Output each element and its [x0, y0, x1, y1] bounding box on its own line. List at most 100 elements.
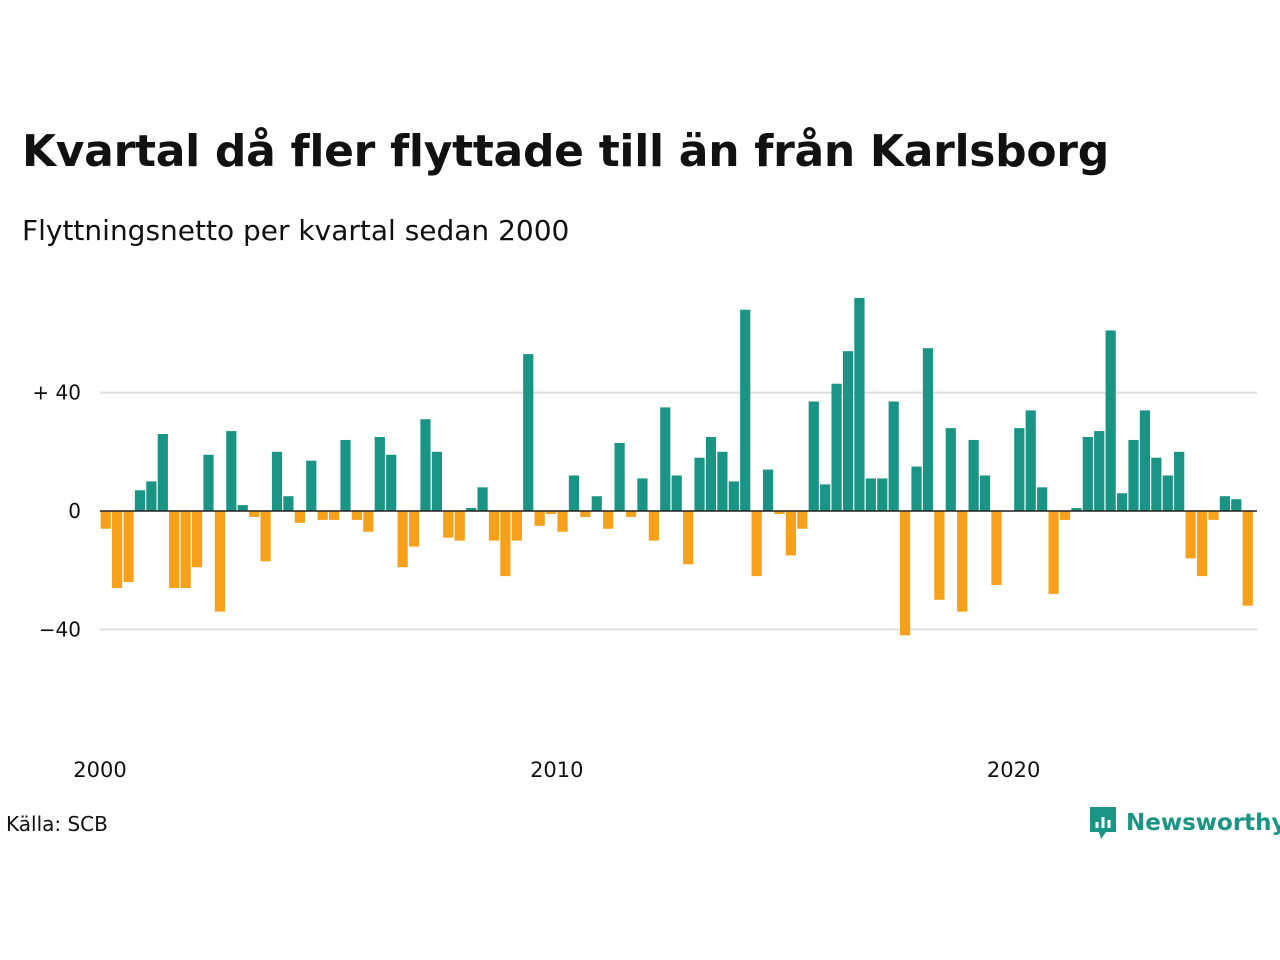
bar: 2013K1: 18 [694, 457, 705, 511]
y-tick-label: 0 [68, 499, 81, 523]
x-axis-labels: 2000 2010 2020 [73, 758, 1040, 782]
bar: 2018K2: -30 [934, 511, 945, 600]
bar: 2013K2: 25 [705, 437, 717, 511]
bar: 2015K3: 37 [808, 401, 819, 511]
bar: 2005K1: -3 [329, 511, 340, 520]
gridlines [100, 391, 1257, 631]
bar: 2002K1: -19 [191, 511, 203, 568]
bar: 2022K3: 24 [1128, 439, 1139, 511]
bar: 2022K4: 34 [1139, 410, 1151, 511]
bar: 2001K2: 26 [157, 434, 168, 511]
bar: 2004K4: -3 [317, 511, 328, 520]
bar: 2020K2: 34 [1025, 410, 1036, 511]
bar: 2021K4: 27 [1094, 431, 1105, 511]
bar: 2009K3: -5 [534, 511, 545, 526]
bar: 2015K1: -15 [785, 511, 797, 556]
bar: 2018K3: 28 [945, 428, 956, 511]
bar: 2009K4: -1 [545, 511, 557, 514]
bar: 2021K1: -3 [1059, 511, 1071, 520]
bar: 2019K1: 24 [968, 439, 979, 511]
bar: 2000K4: 7 [134, 490, 146, 511]
bar: 2006K3: -19 [397, 511, 408, 568]
bar: 2025K1: -32 [1242, 511, 1253, 606]
bar: 2011K4: 11 [637, 478, 648, 511]
bar: 2013K4: 10 [728, 481, 739, 511]
bar: 2008K2: 8 [477, 487, 488, 511]
bar: 2011K1: -6 [603, 511, 614, 529]
bar: 2020K1: 28 [1014, 428, 1025, 511]
bar: 2004K2: -4 [294, 511, 305, 523]
bar: 2020K3: 8 [1037, 487, 1048, 511]
bar: 2005K2: 24 [340, 439, 351, 511]
bar: 2009K1: -10 [511, 511, 522, 541]
bar: 2016K2: 54 [842, 351, 854, 511]
bar: 2017K4: 15 [911, 466, 922, 511]
bar: 2004K3: 17 [306, 460, 317, 511]
bars: 2000K1: -62000K2: -262000K3: -242000K4: … [100, 297, 1253, 636]
brand-logo[interactable]: Newsworthy [1088, 804, 1280, 842]
bar: 2015K4: 9 [820, 484, 831, 511]
bar: 2011K3: -2 [625, 511, 637, 517]
bar: 2018K1: 55 [922, 348, 934, 511]
bar: 2008K3: -10 [488, 511, 500, 541]
bar: 2023K2: 12 [1162, 475, 1173, 511]
bar: 2010K4: 5 [591, 496, 602, 511]
bar: 2008K1: 1 [466, 508, 477, 511]
brand-name: Newsworthy [1126, 810, 1280, 836]
bar: 2024K3: 5 [1219, 496, 1230, 511]
bar: 2005K4: -7 [363, 511, 374, 532]
bar: 2010K1: -7 [557, 511, 568, 532]
bar: 2012K2: 35 [660, 407, 671, 511]
bar: 2006K4: -12 [408, 511, 420, 547]
bar: 2015K2: -6 [797, 511, 808, 529]
bar: 2001K1: 10 [146, 481, 157, 511]
bar: 2003K2: -2 [249, 511, 260, 517]
bar: 2014K4: -1 [774, 511, 785, 514]
bar: 2022K2: 6 [1116, 493, 1128, 511]
bar: 2016K4: 11 [865, 478, 876, 511]
bar: 2002K3: -34 [214, 511, 226, 612]
bar: 2014K2: -22 [751, 511, 762, 577]
bar: 2020K4: -28 [1048, 511, 1059, 594]
bar: 2014K3: 14 [762, 469, 774, 511]
bar: 2017K3: -42 [900, 511, 911, 636]
bar: 2009K2: 53 [523, 354, 534, 511]
newsworthy-logo-icon [1090, 807, 1116, 839]
bar: 2008K4: -22 [500, 511, 511, 577]
bar: 2010K3: -2 [580, 511, 591, 517]
bar: 2023K3: 20 [1174, 451, 1185, 511]
bar: 2001K4: -26 [180, 511, 191, 588]
bar: 2023K1: 18 [1151, 457, 1162, 511]
bar: 2017K1: 11 [877, 478, 888, 511]
bar: 2007K1: 31 [420, 419, 431, 511]
x-tick-label: 2020 [987, 758, 1040, 782]
bar: 2011K2: 23 [614, 442, 625, 511]
bar: 2000K2: -26 [112, 511, 123, 588]
chart-subtitle: Flyttningsnetto per kvartal sedan 2000 [22, 214, 570, 247]
bar: 2013K3: 20 [717, 451, 728, 511]
bar: 2007K4: -10 [454, 511, 465, 541]
bar: 2003K1: 2 [237, 505, 248, 511]
bar: 2000K3: -24 [123, 511, 134, 583]
bar: 2022K1: 61 [1105, 330, 1116, 511]
x-tick-label: 2010 [530, 758, 583, 782]
bar: 2023K4: -16 [1185, 511, 1196, 559]
bar: 2024K4: 4 [1231, 499, 1242, 511]
bar: 2004K1: 5 [283, 496, 294, 511]
bar: 2019K2: 12 [979, 475, 991, 511]
y-tick-label: −40 [39, 617, 81, 641]
y-axis-labels: + 40 0 −40 [32, 381, 81, 642]
bar: 2006K1: 25 [374, 437, 385, 511]
bar: 2016K1: 43 [831, 383, 842, 511]
bar: 2021K2: 1 [1071, 508, 1082, 511]
bar: 2012K3: 12 [671, 475, 682, 511]
bar: 2021K3: 25 [1082, 437, 1093, 511]
bar: 2024K1: -22 [1196, 511, 1208, 577]
bar: 2012K4: -18 [683, 511, 694, 565]
bar: 2002K2: 19 [203, 454, 214, 511]
bar: 2003K3: -17 [260, 511, 271, 562]
bar: 2006K2: 19 [386, 454, 397, 511]
source-note: Källa: SCB [6, 812, 108, 836]
chart-title: Kvartal då fler flyttade till än från Ka… [22, 126, 1109, 177]
bar: 2007K3: -9 [443, 511, 454, 538]
